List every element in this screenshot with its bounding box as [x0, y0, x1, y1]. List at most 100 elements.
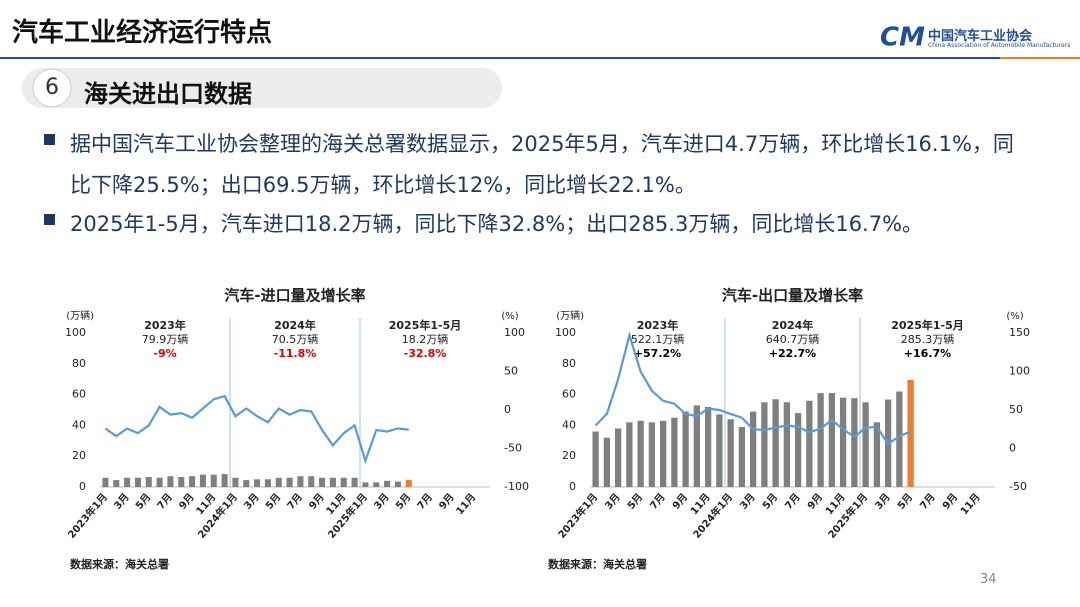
annotation-growth: -32.8% — [404, 347, 447, 360]
x-tick-label: 11月 — [958, 491, 983, 517]
bar — [637, 420, 644, 487]
annotation-total: 640.7万辆 — [766, 332, 820, 346]
annotation-year: 2024年 — [274, 318, 316, 332]
bar — [828, 393, 836, 487]
x-tick-label: 7月 — [155, 491, 175, 512]
x-tick-label: 9月 — [805, 491, 825, 512]
annotation-year: 2024年 — [772, 318, 814, 332]
x-tick-label: 7月 — [415, 491, 435, 512]
y2-tick-label: 50 — [504, 365, 518, 378]
x-tick-label: 11月 — [454, 491, 479, 517]
y-tick-label: 20 — [562, 449, 576, 462]
bar — [221, 474, 228, 487]
x-tick-label: 5月 — [263, 491, 283, 512]
bar — [862, 402, 869, 487]
section-badge — [32, 68, 72, 108]
bar — [178, 476, 185, 487]
bar — [783, 402, 791, 487]
x-tick-label: 3月 — [242, 491, 262, 512]
y2-axis-label: (%) — [1006, 311, 1023, 322]
x-tick-label: 9月 — [307, 491, 327, 512]
x-tick-label: 2023年1月 — [555, 491, 600, 541]
section-band — [22, 68, 502, 108]
y-tick-label: 0 — [569, 480, 576, 493]
bar — [210, 474, 217, 487]
y-tick-label: 60 — [72, 388, 86, 401]
annotation-total: 522.1万辆 — [631, 332, 685, 346]
bar — [275, 477, 282, 487]
annotation-year: 2023年 — [637, 318, 679, 332]
bar — [394, 481, 401, 487]
y2-axis-label: (%) — [501, 311, 518, 322]
x-tick-label: 2023年1月 — [65, 491, 110, 541]
x-tick-label: 3月 — [372, 491, 392, 512]
bullet-text: 2025年1-5月，汽车进口18.2万辆，同比下降32.8%；出口285.3万辆… — [70, 212, 924, 236]
bar — [308, 476, 315, 487]
bar — [254, 479, 261, 487]
bar — [189, 476, 196, 487]
y2-tick-label: 50 — [1009, 403, 1023, 416]
bar — [232, 477, 239, 487]
y-tick-label: 40 — [562, 418, 576, 431]
x-tick-label: 3月 — [112, 491, 132, 512]
bar — [297, 476, 304, 487]
x-tick-label: 9月 — [177, 491, 197, 512]
x-tick-label: 3月 — [603, 491, 623, 512]
annotation-total: 79.9万辆 — [142, 332, 189, 346]
chart-source: 数据来源：海关总署 — [70, 558, 169, 571]
bar — [704, 406, 712, 487]
bar — [851, 398, 858, 487]
y2-tick-label: 150 — [1009, 326, 1030, 339]
y2-tick-label: -50 — [1009, 480, 1027, 493]
y-tick-label: 60 — [562, 388, 576, 401]
y-axis-label: (万辆) — [66, 309, 94, 322]
x-tick-label: 3月 — [738, 491, 758, 512]
chart-title: 汽车-出口量及增长率 — [722, 287, 863, 305]
bar — [806, 400, 813, 487]
line — [594, 331, 912, 446]
y-axis-label: (万辆) — [556, 309, 584, 322]
y-tick-label: 20 — [72, 449, 86, 462]
bar — [145, 476, 152, 487]
x-tick-label: 9月 — [940, 491, 960, 512]
bar — [839, 397, 847, 487]
bar — [286, 477, 293, 487]
chart-source: 数据来源：海关总署 — [548, 558, 647, 571]
bar — [167, 476, 174, 487]
bar — [907, 379, 914, 487]
y2-tick-label: -100 — [504, 480, 529, 493]
bar — [340, 477, 347, 487]
y2-tick-label: 100 — [1009, 365, 1030, 378]
bar — [102, 477, 109, 487]
annotation-year: 2025年1-5月 — [389, 318, 462, 332]
x-tick-label: 5月 — [625, 491, 645, 512]
y-tick-label: 80 — [562, 357, 576, 370]
bar — [362, 482, 369, 487]
annotation-growth: +57.2% — [634, 347, 681, 360]
bar — [124, 477, 131, 487]
header-title: 汽车工业经济运行特点 — [12, 18, 273, 48]
x-tick-label: 9月 — [670, 491, 690, 512]
y-tick-label: 100 — [555, 326, 576, 339]
org-name: 中国汽车工业协会 — [928, 29, 1033, 44]
annotation-growth: +22.7% — [769, 347, 816, 360]
annotation-total: 70.5万辆 — [272, 332, 319, 346]
bar — [603, 437, 611, 487]
bar — [373, 482, 380, 487]
bar — [405, 479, 412, 487]
section-title: 海关进出口数据 — [84, 80, 252, 108]
annotation-growth: -11.8% — [274, 347, 317, 360]
line — [104, 394, 409, 465]
y-tick-label: 40 — [72, 418, 86, 431]
bar — [749, 411, 757, 487]
y2-tick-label: 0 — [504, 403, 511, 416]
bar — [896, 391, 903, 487]
bar — [134, 477, 141, 487]
annotation-growth: -9% — [153, 347, 176, 360]
bar — [243, 480, 250, 487]
bar — [329, 477, 336, 487]
y-tick-label: 100 — [65, 326, 86, 339]
bar — [727, 419, 734, 487]
bar — [626, 422, 633, 487]
